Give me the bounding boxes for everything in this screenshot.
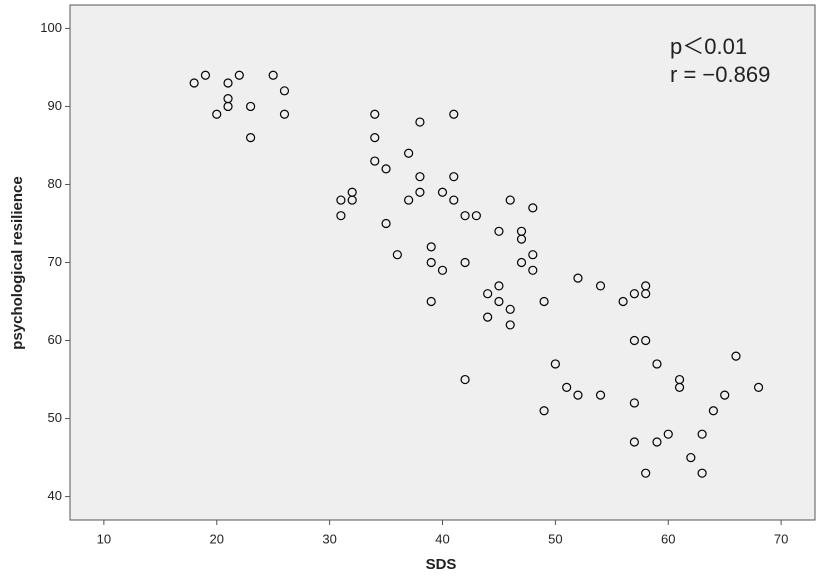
- x-tick-label: 30: [322, 531, 336, 546]
- point: [708, 406, 719, 416]
- point: [505, 195, 515, 205]
- point: [370, 133, 380, 143]
- point: [189, 78, 199, 88]
- point: [404, 148, 414, 158]
- x-axis-label: SDS: [426, 556, 457, 573]
- point: [212, 109, 222, 119]
- point: [200, 70, 211, 80]
- point: [336, 211, 346, 221]
- point: [449, 172, 459, 182]
- point: [697, 468, 707, 478]
- point: [528, 265, 538, 275]
- y-tick-label: 90: [48, 98, 62, 113]
- point: [246, 101, 256, 112]
- point: [618, 296, 628, 307]
- point: [449, 195, 459, 205]
- point: [223, 101, 233, 112]
- point: [629, 398, 639, 408]
- point: [494, 296, 504, 307]
- point: [505, 304, 515, 314]
- x-tick-label: 50: [548, 531, 562, 546]
- point: [426, 242, 436, 252]
- point: [641, 468, 651, 478]
- point: [404, 195, 414, 205]
- point: [539, 296, 549, 307]
- point: [505, 320, 515, 330]
- point: [268, 70, 278, 80]
- point: [279, 109, 290, 119]
- point: [562, 382, 572, 392]
- x-tick-label: 20: [210, 531, 224, 546]
- point: [494, 281, 504, 291]
- point: [663, 429, 673, 439]
- point: [674, 382, 685, 392]
- x-tick-label: 10: [97, 531, 111, 546]
- point: [629, 289, 639, 299]
- point: [516, 234, 527, 244]
- point: [641, 289, 651, 299]
- annotation: p＜0.01: [670, 34, 747, 59]
- point: [652, 437, 662, 447]
- point: [629, 335, 639, 346]
- point: [539, 406, 549, 416]
- point: [652, 359, 662, 369]
- annotation: r = −0.869: [670, 62, 770, 87]
- point: [426, 257, 436, 268]
- point: [415, 187, 425, 197]
- point: [381, 218, 391, 229]
- point: [516, 257, 527, 268]
- point: [223, 78, 233, 88]
- point: [460, 257, 470, 268]
- y-tick-label: 40: [48, 488, 62, 503]
- point: [460, 211, 470, 221]
- point: [246, 133, 256, 143]
- plot-area: [69, 4, 816, 521]
- y-tick-label: 80: [48, 176, 62, 191]
- point: [629, 437, 639, 447]
- point: [415, 172, 425, 182]
- point: [437, 265, 448, 275]
- point: [720, 390, 730, 400]
- point: [381, 164, 391, 174]
- x-tick-label: 70: [774, 531, 788, 546]
- y-axis-label: psychological resilience: [9, 176, 26, 349]
- point: [753, 382, 764, 392]
- y-tick-label: 70: [48, 254, 62, 269]
- point: [494, 226, 504, 236]
- point: [234, 70, 244, 80]
- point: [415, 117, 425, 127]
- point: [449, 109, 459, 119]
- point: [697, 429, 707, 439]
- point: [595, 281, 606, 291]
- point: [528, 203, 538, 213]
- x-tick-label: 40: [435, 531, 449, 546]
- point: [392, 250, 402, 260]
- point: [347, 195, 357, 205]
- point: [573, 273, 583, 283]
- y-tick-label: 60: [48, 332, 62, 347]
- point: [528, 250, 538, 260]
- point: [641, 335, 651, 346]
- point: [471, 211, 481, 221]
- point: [370, 109, 380, 119]
- point: [483, 312, 493, 322]
- point: [279, 86, 290, 96]
- y-tick-label: 50: [48, 410, 62, 425]
- point: [426, 296, 436, 307]
- point: [595, 390, 606, 400]
- x-tick-label: 60: [661, 531, 675, 546]
- point: [573, 390, 583, 400]
- point: [731, 351, 741, 361]
- point: [483, 289, 493, 299]
- point: [686, 452, 696, 463]
- point: [370, 156, 380, 166]
- y-tick-label: 100: [40, 20, 62, 35]
- point: [437, 187, 448, 197]
- point: [550, 359, 560, 369]
- point: [460, 374, 470, 385]
- point: [336, 195, 346, 205]
